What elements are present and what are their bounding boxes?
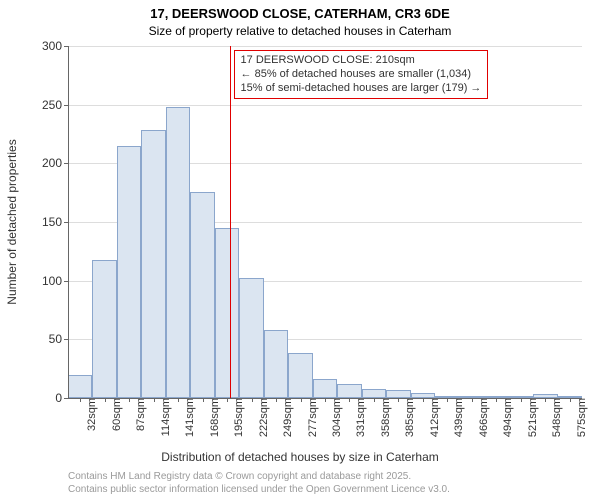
footer-line-1: Contains HM Land Registry data © Crown c… [68,470,450,483]
histogram-bar [117,146,141,398]
x-tick-label: 385sqm [398,398,416,437]
x-tick-label: 412sqm [423,398,441,437]
histogram-bar [141,130,165,398]
x-tick-label: 168sqm [203,398,221,437]
histogram-bar [288,353,312,398]
histogram-bar [264,330,288,398]
x-tick-label: 32sqm [80,398,98,431]
chart-title: 17, DEERSWOOD CLOSE, CATERHAM, CR3 6DE [0,6,600,21]
x-tick-label: 575sqm [570,398,588,437]
x-axis-line [68,398,582,399]
x-tick-label: 466sqm [472,398,490,437]
histogram-bar [239,278,263,398]
gridline [68,105,582,106]
gridline [68,46,582,47]
y-axis-title: Number of detached properties [5,139,19,304]
histogram-bar [337,384,361,398]
annotation-box: 17 DEERSWOOD CLOSE: 210sqm← 85% of detac… [234,50,489,99]
x-tick-label: 304sqm [325,398,343,437]
x-tick-label: 439sqm [447,398,465,437]
annotation-line-2: ← 85% of detached houses are smaller (1,… [241,68,482,82]
x-axis-title: Distribution of detached houses by size … [0,450,600,464]
x-tick-label: 60sqm [105,398,123,431]
x-tick-label: 331sqm [349,398,367,437]
x-tick-label: 494sqm [496,398,514,437]
histogram-bar [166,107,190,398]
x-tick-label: 277sqm [301,398,319,437]
annotation-line-1: 17 DEERSWOOD CLOSE: 210sqm [241,54,482,68]
property-marker-line [230,46,231,398]
x-tick-label: 521sqm [521,398,539,437]
x-tick-label: 249sqm [276,398,294,437]
histogram-bar [190,192,214,399]
histogram-bar [215,228,239,398]
histogram-bar [386,390,410,398]
histogram-bar [362,389,386,398]
x-tick-label: 114sqm [154,398,172,436]
x-tick-label: 141sqm [178,398,196,437]
y-axis-line [68,46,69,398]
x-tick-label: 87sqm [129,398,147,431]
histogram-bar [92,260,116,398]
plot-area: 05010015020025030032sqm60sqm87sqm114sqm1… [68,46,582,398]
x-tick-label: 358sqm [374,398,392,437]
x-tick-label: 222sqm [252,398,270,437]
x-tick-label: 195sqm [227,398,245,437]
histogram-bar [313,379,337,398]
chart-subtitle: Size of property relative to detached ho… [0,24,600,38]
x-tick-label: 548sqm [545,398,563,437]
histogram-bar [68,375,92,398]
attribution-footer: Contains HM Land Registry data © Crown c… [68,470,450,496]
footer-line-2: Contains public sector information licen… [68,483,450,496]
annotation-line-3: 15% of semi-detached houses are larger (… [241,82,482,96]
